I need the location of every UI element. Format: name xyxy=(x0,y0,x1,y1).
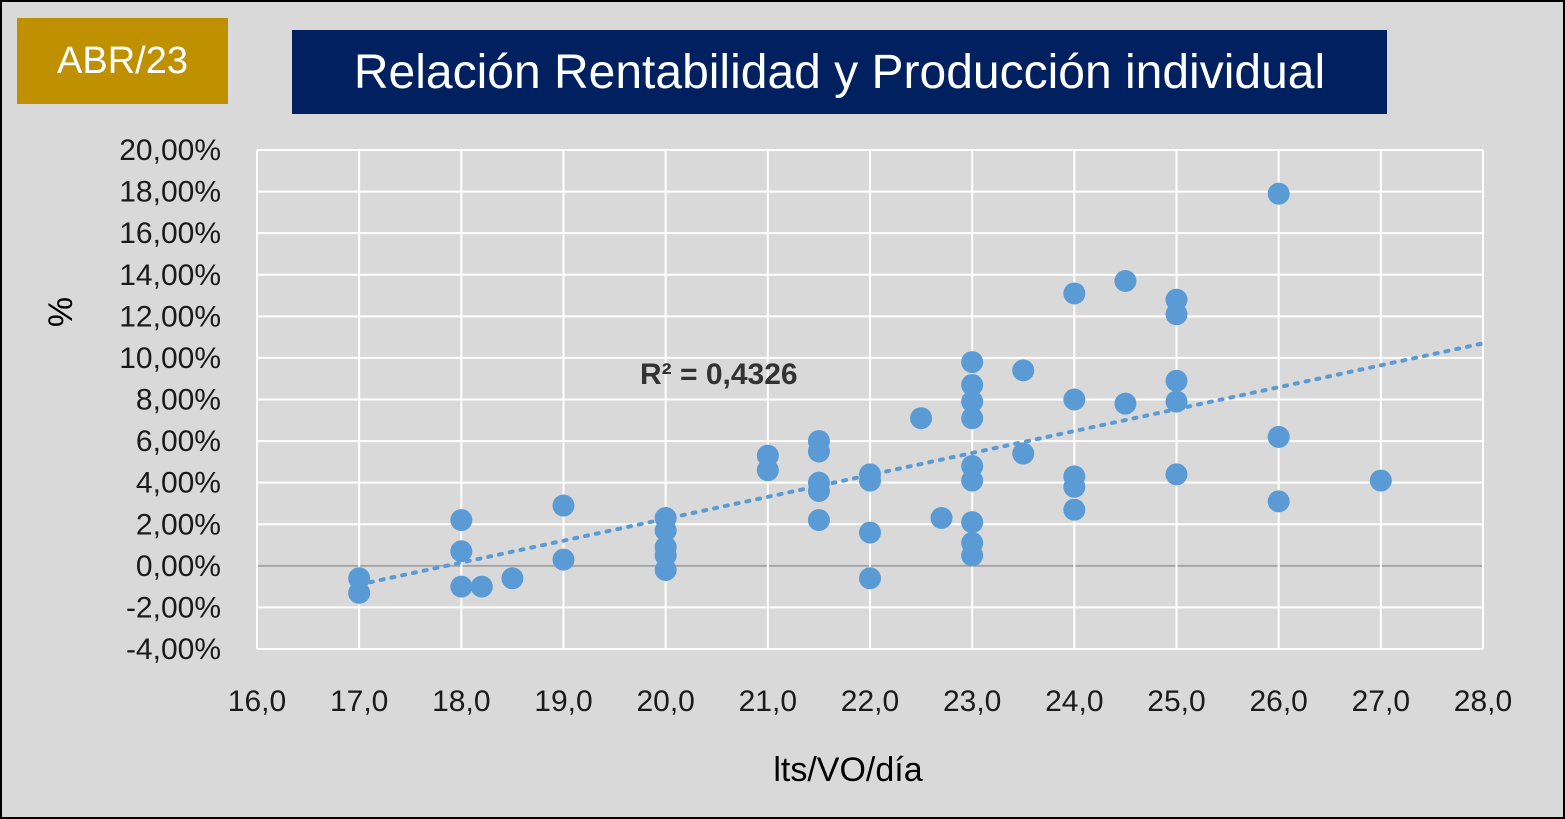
trendline xyxy=(357,341,1485,587)
y-tick-label: 16,00% xyxy=(119,217,221,250)
y-tick-label: 0,00% xyxy=(136,550,221,583)
data-point xyxy=(756,459,779,482)
data-point xyxy=(450,540,473,563)
x-tick-label: 26,0 xyxy=(1249,685,1307,718)
chart-title: Relación Rentabilidad y Producción indiv… xyxy=(292,30,1387,114)
data-point xyxy=(501,567,524,590)
data-point xyxy=(654,558,677,581)
data-point xyxy=(450,575,473,598)
data-point xyxy=(1012,442,1035,465)
y-tick-label: 18,00% xyxy=(119,176,221,209)
data-point xyxy=(1063,498,1086,521)
y-axis-ticks: -4,00% -2,00% 0,00% 2,00% 4,00% 6,00% 8,00% 10,… xyxy=(119,134,221,666)
data-point xyxy=(1114,392,1137,415)
x-tick-label: 25,0 xyxy=(1147,685,1205,718)
data-point xyxy=(807,509,830,532)
period-badge: ABR/23 xyxy=(17,18,228,104)
data-point xyxy=(1267,182,1290,205)
data-point xyxy=(552,494,575,517)
data-point xyxy=(961,373,984,396)
x-axis-title: lts/VO/día xyxy=(773,751,922,789)
data-point xyxy=(1063,282,1086,305)
data-points xyxy=(348,182,1392,604)
data-point xyxy=(859,521,881,544)
x-tick-label: 16,0 xyxy=(228,685,286,718)
data-point xyxy=(654,519,677,542)
x-tick-label: 22,0 xyxy=(841,685,899,718)
x-tick-label: 17,0 xyxy=(330,685,388,718)
y-tick-label: 12,00% xyxy=(119,300,221,333)
x-tick-label: 19,0 xyxy=(534,685,592,718)
data-point xyxy=(961,544,984,567)
data-point xyxy=(961,407,984,430)
data-point xyxy=(1165,390,1188,413)
data-point xyxy=(961,390,984,413)
y-tick-label: 14,00% xyxy=(119,259,221,292)
data-point xyxy=(1063,475,1086,498)
y-tick-label: 8,00% xyxy=(136,384,221,417)
data-point xyxy=(1369,469,1392,492)
y-tick-label: 20,00% xyxy=(119,134,221,167)
data-point xyxy=(348,581,371,604)
data-point xyxy=(470,575,493,598)
x-tick-label: 20,0 xyxy=(636,685,694,718)
data-point xyxy=(1267,425,1290,448)
data-point xyxy=(1267,490,1290,513)
data-point xyxy=(450,509,473,532)
data-point xyxy=(807,440,830,463)
x-tick-label: 27,0 xyxy=(1352,685,1410,718)
data-point xyxy=(1165,463,1188,486)
y-tick-label: 6,00% xyxy=(136,425,221,458)
data-point xyxy=(1165,369,1188,392)
x-tick-label: 21,0 xyxy=(739,685,797,718)
trendline-path xyxy=(357,341,1485,587)
data-point xyxy=(961,351,984,374)
data-point xyxy=(961,469,984,492)
data-point xyxy=(859,567,881,590)
data-point xyxy=(1114,269,1137,292)
data-point xyxy=(961,511,984,534)
y-tick-label: -4,00% xyxy=(126,633,221,666)
data-point xyxy=(910,407,933,430)
y-tick-label: -2,00% xyxy=(126,591,221,624)
x-axis-ticks: 16,0 17,0 18,0 19,0 20,0 21,0 22,0 23,0 24,0 25,0… xyxy=(228,685,1512,718)
x-tick-label: 23,0 xyxy=(943,685,1001,718)
x-tick-label: 28,0 xyxy=(1454,685,1512,718)
y-tick-label: 10,00% xyxy=(119,342,221,375)
y-tick-label: 4,00% xyxy=(136,467,221,500)
data-point xyxy=(930,507,953,530)
x-tick-label: 18,0 xyxy=(432,685,490,718)
r-squared-annotation: R² = 0,4326 xyxy=(640,358,798,391)
data-point xyxy=(552,548,575,571)
x-tick-label: 24,0 xyxy=(1045,685,1103,718)
data-point xyxy=(1012,359,1035,382)
data-point xyxy=(859,469,881,492)
y-tick-label: 2,00% xyxy=(136,508,221,541)
data-point xyxy=(1165,303,1188,326)
data-point xyxy=(807,479,830,502)
y-axis-title: % xyxy=(42,297,80,327)
data-point xyxy=(1063,388,1086,411)
